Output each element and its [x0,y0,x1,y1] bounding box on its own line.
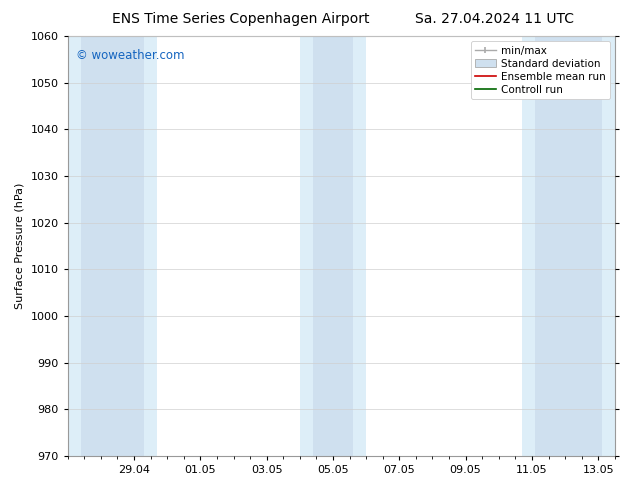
Bar [81,36,144,456]
Text: Sa. 27.04.2024 11 UTC: Sa. 27.04.2024 11 UTC [415,12,574,26]
Bar [522,36,615,456]
Bar [313,36,353,456]
Legend: min/max, Standard deviation, Ensemble mean run, Controll run: min/max, Standard deviation, Ensemble me… [470,41,610,99]
Text: © woweather.com: © woweather.com [76,49,184,62]
Bar [535,36,602,456]
Y-axis label: Surface Pressure (hPa): Surface Pressure (hPa) [15,183,25,309]
Text: ENS Time Series Copenhagen Airport: ENS Time Series Copenhagen Airport [112,12,370,26]
Bar [68,36,157,456]
Bar [300,36,366,456]
